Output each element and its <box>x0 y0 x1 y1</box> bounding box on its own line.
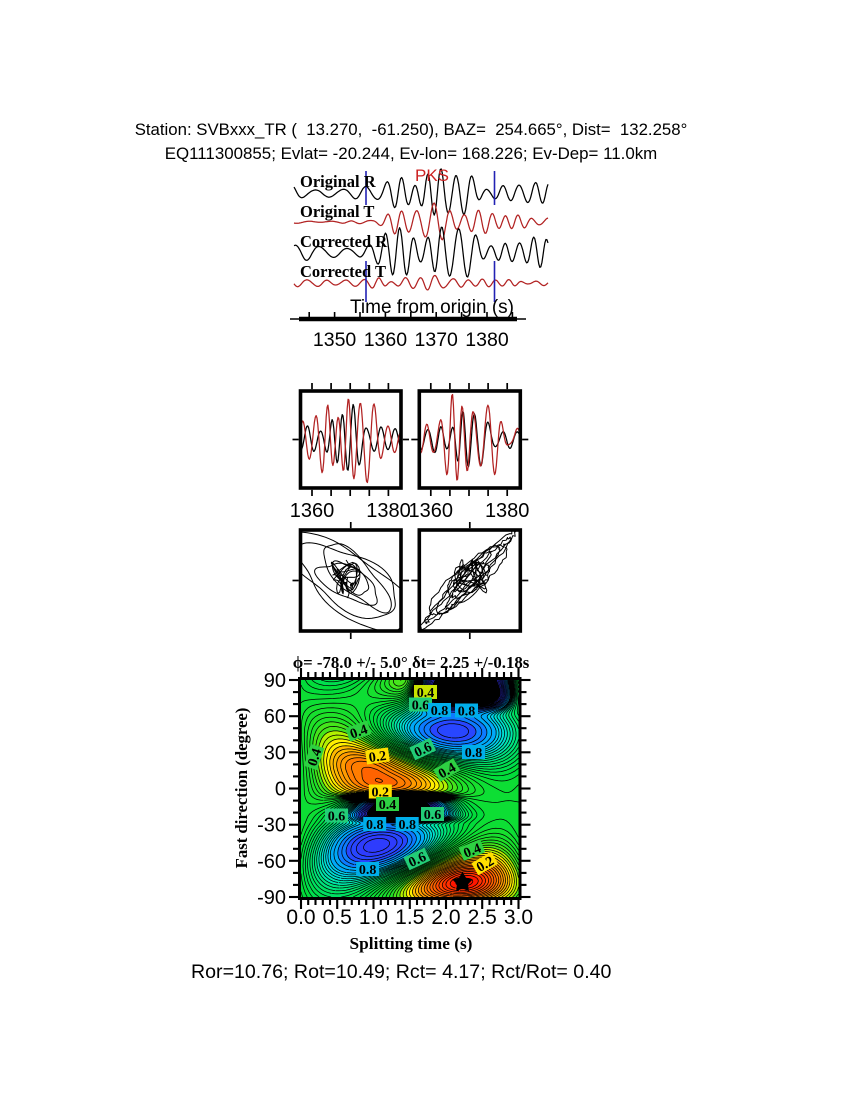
svg-text:1370: 1370 <box>415 329 459 351</box>
svg-text:0.8: 0.8 <box>398 818 416 833</box>
svg-text:Ror=10.76; Rot=10.49; Rct= 4.1: Ror=10.76; Rot=10.49; Rct= 4.17; Rct/Rot… <box>191 961 612 983</box>
svg-text:1380: 1380 <box>366 500 411 522</box>
svg-text:Station: SVBxxx_TR ( 13.270,: Station: SVBxxx_TR ( 13.270, -61.250), B… <box>135 120 688 139</box>
svg-text:2.5: 2.5 <box>468 906 497 929</box>
svg-text:0: 0 <box>275 779 286 801</box>
svg-text:PKS: PKS <box>415 166 449 185</box>
svg-text:Corrected T: Corrected T <box>300 262 386 281</box>
svg-text:Splitting time (s): Splitting time (s) <box>350 934 473 953</box>
svg-text:0.4: 0.4 <box>417 686 435 701</box>
svg-text:Fast direction (degree): Fast direction (degree) <box>232 708 251 869</box>
svg-text:1380: 1380 <box>465 329 509 351</box>
svg-text:Original R: Original R <box>300 172 377 191</box>
svg-text:ϕ= -78.0 +/- 5.0° δt= 2.25 +/-: ϕ= -78.0 +/- 5.0° δt= 2.25 +/-0.18s <box>293 653 530 672</box>
svg-text:60: 60 <box>264 706 286 728</box>
svg-text:0.8: 0.8 <box>366 818 384 833</box>
svg-text:1360: 1360 <box>409 500 454 522</box>
svg-text:0.8: 0.8 <box>431 704 449 719</box>
svg-text:0.6: 0.6 <box>412 699 430 714</box>
svg-text:0.6: 0.6 <box>424 808 442 823</box>
svg-text:30: 30 <box>264 742 286 764</box>
svg-text:1.0: 1.0 <box>359 906 388 929</box>
svg-text:EQ111300855; Evlat= -20.244, E: EQ111300855; Evlat= -20.244, Ev-lon= 168… <box>165 144 658 163</box>
svg-text:1.5: 1.5 <box>395 906 424 929</box>
svg-text:Time from origin (s): Time from origin (s) <box>350 297 514 318</box>
svg-text:0.8: 0.8 <box>458 705 476 720</box>
svg-text:0.5: 0.5 <box>323 906 352 929</box>
svg-text:2.0: 2.0 <box>431 906 460 929</box>
svg-text:0.6: 0.6 <box>328 810 346 825</box>
svg-text:1350: 1350 <box>313 329 357 351</box>
svg-text:0.6: 0.6 <box>412 740 434 761</box>
svg-text:-30: -30 <box>257 815 286 837</box>
svg-text:90: 90 <box>264 670 286 692</box>
svg-text:0.2: 0.2 <box>372 786 390 801</box>
svg-text:1360: 1360 <box>290 500 335 522</box>
svg-text:Corrected R: Corrected R <box>300 232 388 251</box>
svg-text:0.4: 0.4 <box>462 841 484 861</box>
svg-text:0.2: 0.2 <box>368 749 387 766</box>
svg-text:0.4: 0.4 <box>379 798 397 813</box>
svg-text:0.8: 0.8 <box>465 746 483 761</box>
svg-text:0.6: 0.6 <box>407 850 429 871</box>
svg-text:0.0: 0.0 <box>286 906 315 929</box>
svg-text:3.0: 3.0 <box>504 906 533 929</box>
svg-text:0.4: 0.4 <box>306 747 326 768</box>
svg-text:-90: -90 <box>257 887 286 909</box>
svg-text:0.4: 0.4 <box>348 722 370 742</box>
svg-text:-60: -60 <box>257 851 286 873</box>
svg-text:Original T: Original T <box>300 202 374 221</box>
svg-text:1380: 1380 <box>485 500 530 522</box>
svg-text:1360: 1360 <box>364 329 408 351</box>
svg-text:0.8: 0.8 <box>359 863 377 878</box>
